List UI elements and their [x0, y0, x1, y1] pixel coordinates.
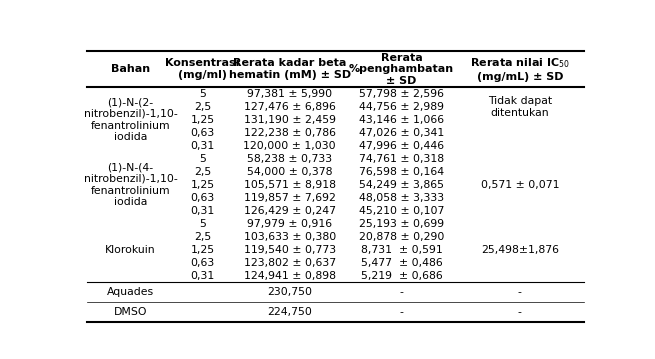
Text: 0,31: 0,31: [191, 271, 215, 281]
Text: Rerata kadar beta
hematin (mM) ± SD: Rerata kadar beta hematin (mM) ± SD: [229, 59, 350, 80]
Text: 43,146 ± 1,066: 43,146 ± 1,066: [359, 115, 444, 125]
Text: 5,219  ± 0,686: 5,219 ± 0,686: [361, 271, 443, 281]
Text: 0,63: 0,63: [191, 193, 215, 203]
Text: 8,731  ± 0,591: 8,731 ± 0,591: [361, 245, 443, 255]
Text: 20,878 ± 0,290: 20,878 ± 0,290: [359, 232, 444, 242]
Text: (1)-N-(2-
nitrobenzil)-1,10-
fenantrolinium
iodida: (1)-N-(2- nitrobenzil)-1,10- fenantrolin…: [84, 97, 178, 142]
Text: 0,63: 0,63: [191, 258, 215, 268]
Text: Bahan: Bahan: [111, 64, 150, 74]
Text: Rerata
%penghambatan
± SD: Rerata %penghambatan ± SD: [349, 53, 454, 86]
Text: 25,498±1,876: 25,498±1,876: [481, 245, 559, 255]
Text: DMSO: DMSO: [114, 307, 147, 317]
Text: 5,477  ± 0,486: 5,477 ± 0,486: [361, 258, 443, 268]
Text: 47,026 ± 0,341: 47,026 ± 0,341: [359, 128, 444, 138]
Text: Aquades: Aquades: [107, 287, 154, 297]
Text: 1,25: 1,25: [191, 180, 215, 190]
Text: 124,941 ± 0,898: 124,941 ± 0,898: [244, 271, 335, 281]
Text: 0,31: 0,31: [191, 141, 215, 151]
Text: 97,979 ± 0,916: 97,979 ± 0,916: [247, 219, 332, 229]
Text: 45,210 ± 0,107: 45,210 ± 0,107: [359, 206, 444, 216]
Text: 0,31: 0,31: [191, 206, 215, 216]
Text: 119,540 ± 0,773: 119,540 ± 0,773: [244, 245, 336, 255]
Text: (1)-N-(4-
nitrobenzil)-1,10-
fenantrolinium
iodida: (1)-N-(4- nitrobenzil)-1,10- fenantrolin…: [84, 162, 178, 207]
Text: 5: 5: [199, 89, 206, 99]
Text: 2,5: 2,5: [194, 102, 212, 112]
Text: Tidak dapat
ditentukan: Tidak dapat ditentukan: [488, 96, 552, 117]
Text: -: -: [400, 307, 403, 317]
Text: Konsentrasi
(mg/ml): Konsentrasi (mg/ml): [166, 59, 240, 80]
Text: 25,193 ± 0,699: 25,193 ± 0,699: [359, 219, 444, 229]
Text: 48,058 ± 3,333: 48,058 ± 3,333: [359, 193, 444, 203]
Text: 0,63: 0,63: [191, 128, 215, 138]
Text: 97,381 ± 5,990: 97,381 ± 5,990: [247, 89, 332, 99]
Text: 230,750: 230,750: [267, 287, 312, 297]
Text: 1,25: 1,25: [191, 115, 215, 125]
Text: 119,857 ± 7,692: 119,857 ± 7,692: [244, 193, 335, 203]
Text: 120,000 ± 1,030: 120,000 ± 1,030: [244, 141, 336, 151]
Text: -: -: [518, 287, 521, 297]
Text: 58,238 ± 0,733: 58,238 ± 0,733: [247, 154, 332, 164]
Text: 0,571 ± 0,071: 0,571 ± 0,071: [481, 180, 559, 190]
Text: 74,761 ± 0,318: 74,761 ± 0,318: [359, 154, 444, 164]
Text: 224,750: 224,750: [267, 307, 312, 317]
Text: 57,798 ± 2,596: 57,798 ± 2,596: [359, 89, 444, 99]
Text: -: -: [400, 287, 403, 297]
Text: 122,238 ± 0,786: 122,238 ± 0,786: [244, 128, 335, 138]
Text: 47,996 ± 0,446: 47,996 ± 0,446: [359, 141, 444, 151]
Text: 1,25: 1,25: [191, 245, 215, 255]
Text: 44,756 ± 2,989: 44,756 ± 2,989: [359, 102, 444, 112]
Text: 54,000 ± 0,378: 54,000 ± 0,378: [247, 167, 333, 177]
Text: -: -: [518, 307, 521, 317]
Text: 76,598 ± 0,164: 76,598 ± 0,164: [359, 167, 444, 177]
Text: 2,5: 2,5: [194, 167, 212, 177]
Text: 2,5: 2,5: [194, 232, 212, 242]
Text: 103,633 ± 0,380: 103,633 ± 0,380: [244, 232, 336, 242]
Text: 123,802 ± 0,637: 123,802 ± 0,637: [244, 258, 336, 268]
Text: 5: 5: [199, 154, 206, 164]
Text: 54,249 ± 3,865: 54,249 ± 3,865: [359, 180, 444, 190]
Text: 131,190 ± 2,459: 131,190 ± 2,459: [244, 115, 335, 125]
Text: 127,476 ± 6,896: 127,476 ± 6,896: [244, 102, 335, 112]
Text: Rerata nilai IC$_{50}$
(mg/mL) ± SD: Rerata nilai IC$_{50}$ (mg/mL) ± SD: [470, 57, 570, 82]
Text: 126,429 ± 0,247: 126,429 ± 0,247: [244, 206, 335, 216]
Text: 5: 5: [199, 219, 206, 229]
Text: Klorokuin: Klorokuin: [105, 245, 156, 255]
Text: 105,571 ± 8,918: 105,571 ± 8,918: [244, 180, 335, 190]
